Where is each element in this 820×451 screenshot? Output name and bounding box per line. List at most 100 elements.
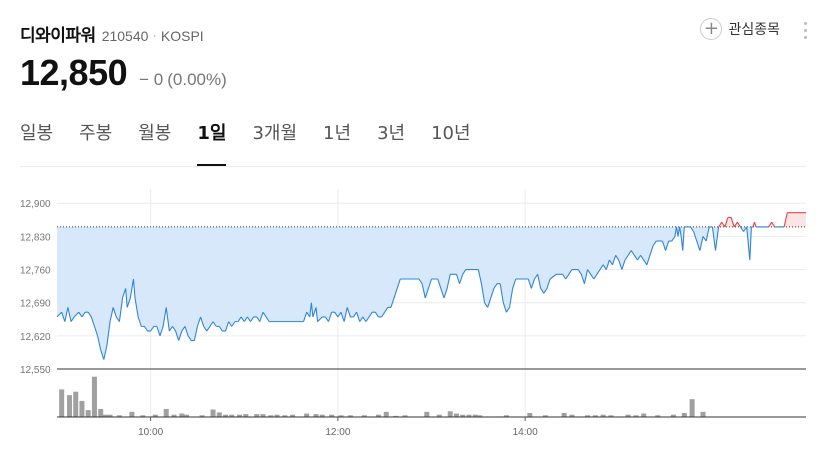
- volume-bar: [625, 414, 631, 417]
- volume-bar: [163, 408, 169, 417]
- up-area-fill: [57, 212, 806, 227]
- down-area-fill: [57, 226, 806, 360]
- volume-bar: [424, 411, 430, 417]
- volume-bar: [179, 413, 185, 417]
- add-favorite-button[interactable]: + 관심종목: [700, 18, 780, 40]
- y-tick-label: 12,550: [20, 365, 51, 376]
- current-price: 12,850: [20, 52, 128, 93]
- price-line: [56, 212, 806, 360]
- volume-bar: [98, 408, 104, 417]
- volume-bar: [689, 399, 695, 417]
- volume-bar: [542, 415, 548, 417]
- volume-bar: [223, 414, 229, 417]
- more-options-icon[interactable]: [802, 22, 808, 42]
- volume-bar: [585, 415, 591, 417]
- volume-bar: [85, 410, 91, 417]
- tab-daily[interactable]: 일봉: [20, 123, 54, 144]
- volume-bar: [107, 414, 113, 417]
- stock-header: 디와이파워 210540 · KOSPI 12,850 − 0 (0.00%) …: [20, 18, 810, 108]
- change-value: 0: [153, 70, 164, 89]
- tab-monthly[interactable]: 월봉: [138, 123, 172, 144]
- volume-bar: [361, 415, 367, 417]
- volume-bar: [466, 414, 472, 417]
- change-rate: (0.00%): [167, 70, 227, 89]
- tab-3years[interactable]: 3년: [377, 123, 406, 144]
- volume-bar: [268, 415, 274, 417]
- change-symbol: −: [139, 70, 150, 89]
- volume-bar: [152, 414, 158, 417]
- volume-bar: [313, 414, 319, 417]
- favorite-label: 관심종목: [728, 22, 780, 38]
- volume-bar: [503, 415, 509, 417]
- volume-bar: [453, 413, 459, 417]
- title-row: 디와이파워 210540 · KOSPI: [20, 21, 204, 46]
- volume-bar: [681, 412, 687, 417]
- volume-bar: [66, 395, 72, 417]
- volume-bar: [460, 414, 466, 417]
- volume-bar: [600, 414, 606, 417]
- volume-bar: [199, 415, 205, 417]
- volume-bar: [700, 411, 706, 417]
- plus-icon: +: [700, 18, 723, 40]
- price-line-up: [718, 212, 806, 228]
- volume-bar: [338, 415, 344, 417]
- volume-bar: [59, 389, 65, 417]
- volume-bar: [216, 412, 222, 417]
- volume-bar: [655, 415, 661, 417]
- price-area: [57, 212, 806, 360]
- volume-bar: [447, 411, 453, 417]
- volume-bar: [260, 414, 266, 417]
- volume-bar: [592, 415, 598, 417]
- tab-1year[interactable]: 1년: [323, 123, 352, 144]
- x-tick-label: 14:00: [513, 427, 538, 438]
- volume-bar: [375, 414, 381, 417]
- y-tick-label: 12,760: [20, 266, 51, 277]
- volume-bar: [670, 414, 676, 417]
- separator-dot: ·: [152, 29, 157, 45]
- volume-bar: [477, 415, 483, 417]
- volume-bar: [393, 415, 399, 417]
- volume-bar: [171, 414, 177, 417]
- x-tick-label: 12:00: [325, 427, 350, 438]
- price-row: 12,850 − 0 (0.00%): [20, 52, 227, 94]
- volume-bar: [472, 414, 478, 417]
- volume-bar: [243, 414, 249, 417]
- y-tick-label: 12,690: [20, 299, 51, 310]
- tab-3months[interactable]: 3개월: [252, 123, 298, 144]
- volume-bar: [229, 414, 235, 417]
- tab-weekly[interactable]: 주봉: [79, 123, 113, 144]
- stock-code: 210540: [101, 28, 149, 44]
- volume-bar: [633, 415, 639, 417]
- volume-bar: [254, 414, 260, 417]
- y-axis-labels: 12,900 12,830 12,760 12,690 12,620 12,550: [20, 199, 51, 376]
- volume-bar: [184, 414, 190, 417]
- volume-bar: [527, 412, 533, 417]
- volume-bar: [290, 414, 296, 417]
- y-tick-label: 12,830: [20, 232, 51, 243]
- volume-bar: [274, 414, 280, 417]
- x-axis-labels: 10:00 12:00 14:00: [138, 417, 538, 438]
- volume-bar: [329, 414, 335, 417]
- volume-bar: [79, 400, 85, 417]
- volume-bar: [561, 412, 567, 417]
- volume-bar: [304, 413, 310, 417]
- volume-bar: [116, 415, 122, 417]
- period-tabs: 일봉 주봉 월봉 1일 3개월 1년 3년 10년: [20, 118, 497, 168]
- volume-bar: [282, 415, 288, 417]
- tabs-divider: [20, 166, 806, 167]
- volume-bar: [102, 414, 108, 417]
- volume-bar: [319, 414, 325, 417]
- volume-bar: [402, 415, 408, 417]
- tab-10years[interactable]: 10년: [431, 123, 471, 144]
- intraday-chart[interactable]: 12,900 12,830 12,760 12,690 12,620 12,550 10:…: [0, 175, 820, 451]
- volume-bar: [347, 415, 353, 417]
- volume-bar: [237, 414, 243, 417]
- volume-bar: [73, 391, 79, 417]
- tab-1day[interactable]: 1일: [197, 118, 227, 166]
- price-line-down: [56, 226, 785, 360]
- volume-bar: [210, 409, 216, 417]
- y-tick-label: 12,620: [20, 332, 51, 343]
- volume-bar: [383, 411, 389, 417]
- volume-bar: [140, 415, 146, 417]
- volume-bar: [608, 415, 614, 417]
